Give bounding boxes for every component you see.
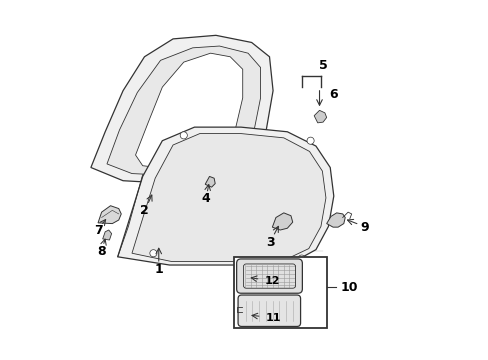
Circle shape <box>149 249 157 257</box>
Text: 8: 8 <box>97 245 106 258</box>
Polygon shape <box>326 213 345 227</box>
Polygon shape <box>205 176 215 187</box>
Polygon shape <box>135 53 242 169</box>
Polygon shape <box>91 35 272 184</box>
Polygon shape <box>98 206 121 224</box>
Polygon shape <box>107 46 260 176</box>
Circle shape <box>306 137 313 144</box>
Text: 4: 4 <box>201 192 210 205</box>
Text: 2: 2 <box>140 204 148 217</box>
Polygon shape <box>132 134 325 261</box>
Polygon shape <box>313 111 326 123</box>
Polygon shape <box>272 213 292 230</box>
Text: 1: 1 <box>154 263 163 276</box>
FancyBboxPatch shape <box>236 259 302 293</box>
Text: 5: 5 <box>318 59 327 72</box>
Text: 7: 7 <box>94 224 102 237</box>
Text: 11: 11 <box>264 313 280 323</box>
Text: 6: 6 <box>328 88 337 101</box>
Text: 9: 9 <box>360 221 368 234</box>
Polygon shape <box>118 127 333 265</box>
Bar <box>233 257 326 328</box>
FancyBboxPatch shape <box>238 295 300 327</box>
Circle shape <box>180 132 187 139</box>
Text: 10: 10 <box>340 281 357 294</box>
Text: 12: 12 <box>264 276 280 286</box>
Text: 3: 3 <box>265 236 274 249</box>
Polygon shape <box>102 230 111 240</box>
Circle shape <box>298 255 305 262</box>
